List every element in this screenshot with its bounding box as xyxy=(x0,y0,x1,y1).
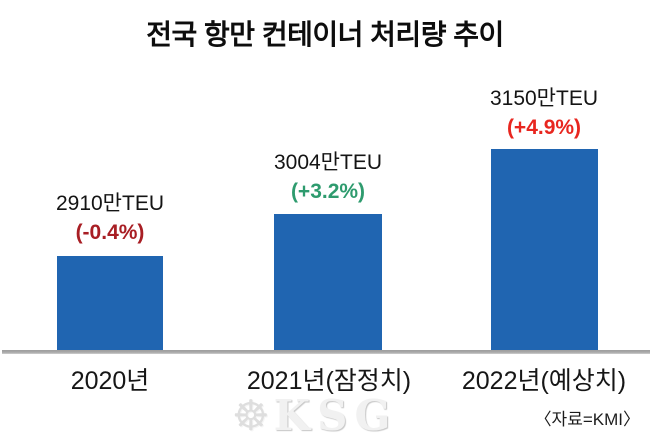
source-label: 〈자료=KMI〉 xyxy=(534,410,640,429)
x-axis-label-2022: 2022년(예상치) xyxy=(461,367,627,395)
change-label: (+3.2%) xyxy=(290,180,366,203)
bar-2022 xyxy=(491,149,598,350)
watermark-brand: KSG xyxy=(273,391,398,440)
chart-title: 전국 항만 컨테이너 처리량 추이 xyxy=(146,19,504,50)
value-label: 3004만TEU xyxy=(273,151,383,174)
change-label: (+4.9%) xyxy=(506,116,582,139)
value-label: 3150만TEU xyxy=(489,87,599,110)
x-axis-label-2020: 2020년 xyxy=(70,367,150,395)
bar-2020 xyxy=(57,256,163,350)
x-axis-label-2021: 2021년(잠정치) xyxy=(246,367,412,395)
x-axis-line xyxy=(2,350,650,354)
change-label: (-0.4%) xyxy=(75,221,145,244)
bar-2021 xyxy=(274,214,382,350)
ship-wheel-icon: ☸ xyxy=(232,392,270,439)
bar-label-group-2022: 3150만TEU (+4.9%) xyxy=(434,84,650,142)
bar-label-group-2020: 2910만TEU (-0.4%) xyxy=(0,189,220,247)
value-label: 2910만TEU xyxy=(55,192,165,215)
bar-label-group-2021: 3004만TEU (+3.2%) xyxy=(218,148,438,206)
watermark: ☸ KSG xyxy=(232,393,397,439)
